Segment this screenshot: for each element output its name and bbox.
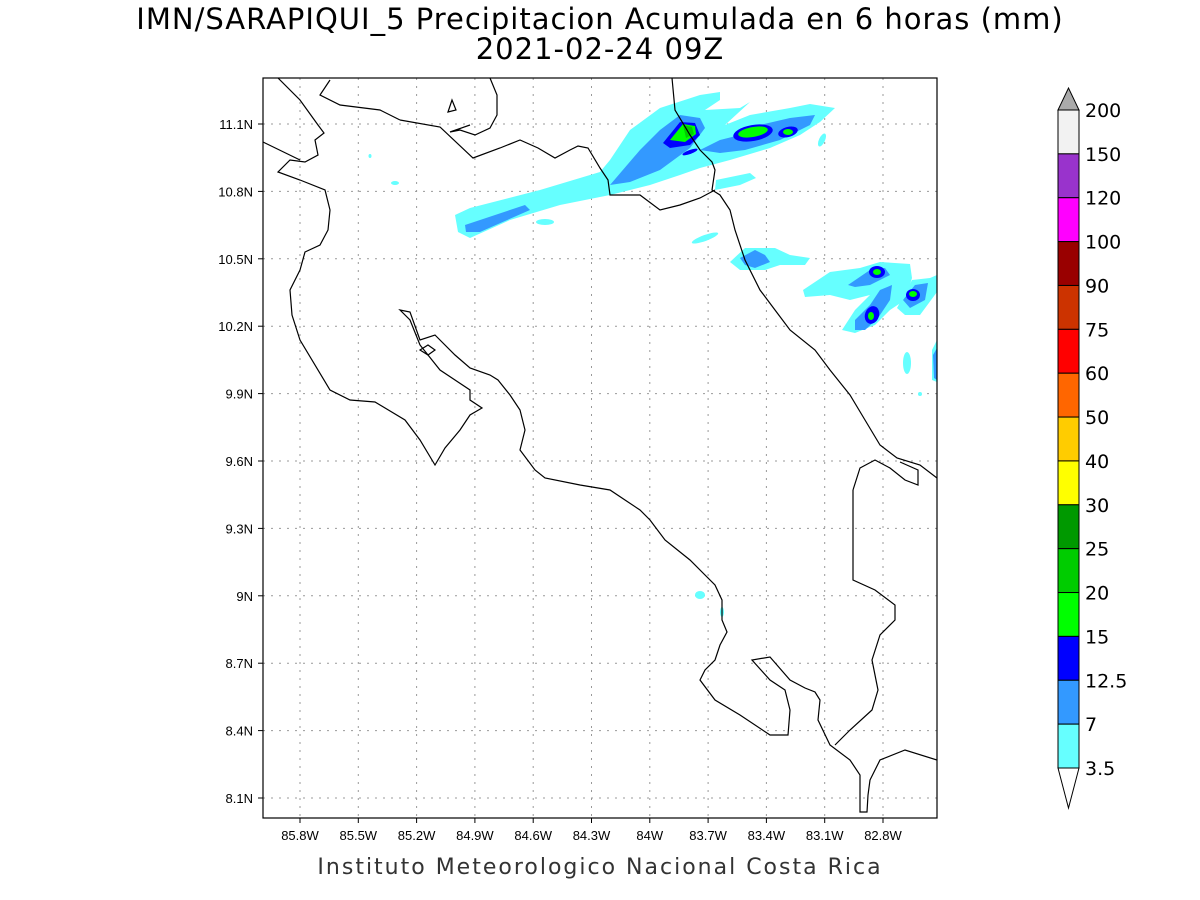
lat-tick-label: 10.8N — [218, 184, 253, 199]
lat-tick-label: 10.2N — [218, 319, 253, 334]
colorbar-label: 200 — [1085, 100, 1121, 122]
lon-tick-label: 84.9W — [456, 828, 494, 843]
lat-tick-label: 11.1N — [219, 117, 253, 132]
lon-tick-label: 85.2W — [398, 828, 436, 843]
lat-tick-label: 10.5N — [218, 252, 253, 267]
lon-tick-label: 85.8W — [281, 828, 319, 843]
colorbar-label: 25 — [1085, 539, 1109, 561]
colorbar-swatch — [1057, 153, 1080, 199]
graticule — [263, 78, 937, 818]
colorbar-swatch — [1057, 328, 1080, 374]
colorbar-label: 20 — [1085, 583, 1109, 605]
colorbar-swatch — [1057, 416, 1080, 462]
lon-tick-label: 84W — [636, 828, 663, 843]
footer-credit: Instituto Meteorologico Nacional Costa R… — [317, 855, 883, 880]
axis-ticks: 85.8W 85.5W 85.2W 84.9W 84.6W 84.3W 84W 83.7W 83… — [218, 117, 902, 843]
map-title: IMN/SARAPIQUI_5 Precipitacion Acumulada … — [136, 2, 1064, 36]
colorbar-label: 12.5 — [1085, 670, 1127, 692]
lat-tick-label: 8.7N — [226, 656, 253, 671]
lat-tick-label: 9.6N — [226, 454, 253, 469]
colorbar-label: 75 — [1085, 319, 1109, 341]
lat-tick-label: 8.4N — [226, 724, 253, 739]
colorbar-label: 7 — [1085, 714, 1097, 736]
lon-tick-label: 82.8W — [864, 828, 902, 843]
lat-tick-label: 9.9N — [226, 387, 253, 402]
colorbar-label: 100 — [1085, 232, 1121, 254]
colorbar-label: 120 — [1085, 188, 1121, 210]
lat-tick-label: 9N — [236, 589, 253, 604]
colorbar-swatch — [1057, 635, 1080, 681]
colorbar-swatch — [1057, 460, 1080, 506]
lat-tick-label: 8.1N — [226, 791, 253, 806]
colorbar-swatch — [1057, 592, 1080, 637]
colorbar-label: 150 — [1085, 144, 1121, 166]
lon-tick-label: 85.5W — [340, 828, 378, 843]
colorbar: 200 150 120 100 90 75 60 50 40 30 25 20 15 12.5 7 3.5 — [1057, 86, 1127, 810]
precipitation-field — [368, 92, 937, 617]
colorbar-label: 90 — [1085, 275, 1109, 297]
lon-tick-label: 83.4W — [748, 828, 786, 843]
map-frame — [262, 77, 938, 819]
colorbar-label: 50 — [1085, 407, 1109, 429]
colorbar-over-arrow — [1057, 86, 1080, 111]
colorbar-swatch — [1057, 679, 1080, 725]
colorbar-swatch — [1057, 723, 1080, 769]
colorbar-label: 15 — [1085, 626, 1109, 648]
lat-tick-label: 9.3N — [226, 521, 253, 536]
lon-tick-label: 83.1W — [806, 828, 844, 843]
colorbar-swatch — [1057, 504, 1080, 550]
colorbar-label: 40 — [1085, 451, 1109, 473]
colorbar-swatch — [1057, 241, 1080, 286]
lon-tick-label: 83.7W — [689, 828, 727, 843]
colorbar-label: 3.5 — [1085, 758, 1115, 780]
colorbar-swatch — [1057, 372, 1080, 418]
colorbar-label: 60 — [1085, 363, 1109, 385]
colorbar-swatch — [1057, 109, 1080, 155]
lon-tick-label: 84.6W — [514, 828, 552, 843]
colorbar-label: 30 — [1085, 495, 1109, 517]
coastlines-and-borders — [263, 78, 937, 813]
colorbar-under-arrow — [1057, 767, 1080, 810]
colorbar-swatch — [1057, 548, 1080, 594]
colorbar-swatch — [1057, 197, 1080, 243]
lon-tick-label: 84.3W — [573, 828, 611, 843]
colorbar-swatch — [1057, 284, 1080, 330]
map-valid-time: 2021-02-24 09Z — [475, 32, 725, 66]
